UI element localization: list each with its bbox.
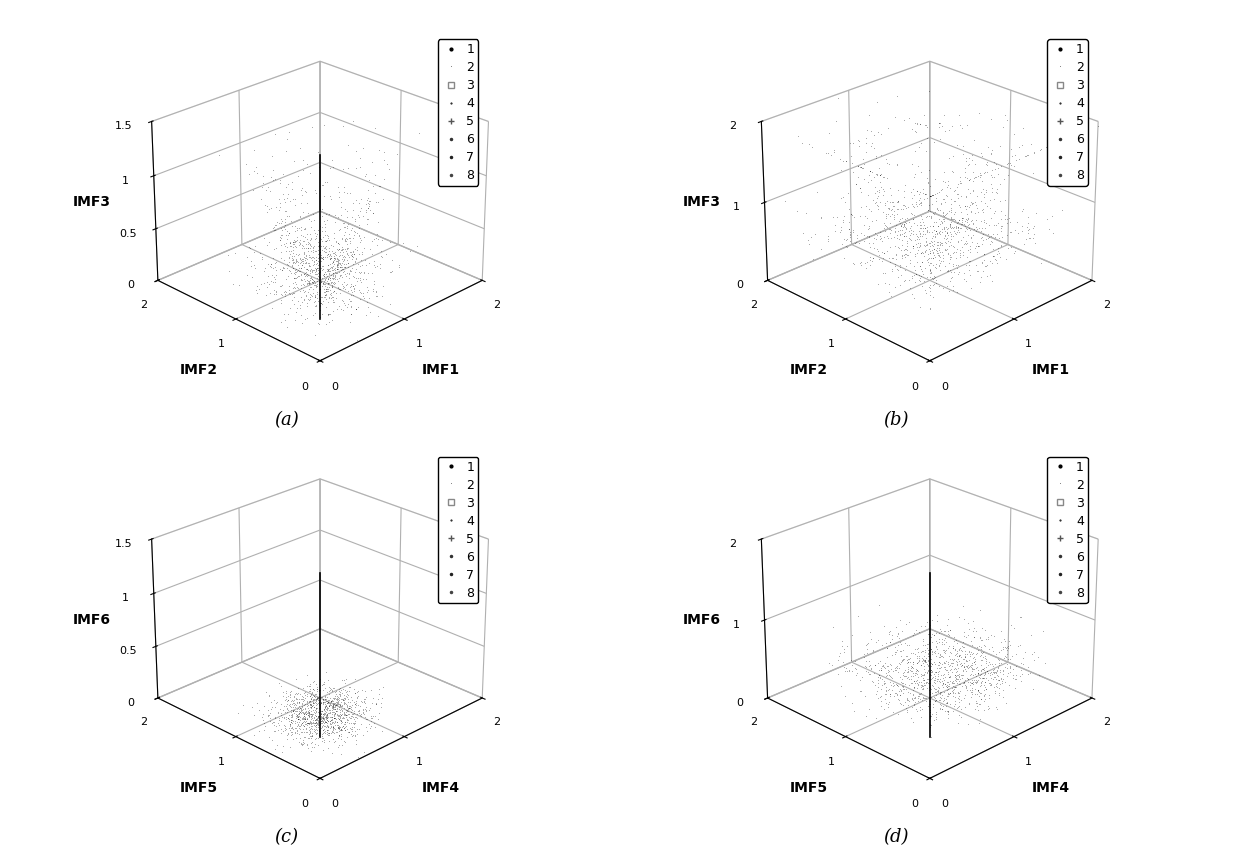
- Text: (b): (b): [883, 411, 909, 429]
- X-axis label: IMF4: IMF4: [1032, 781, 1070, 795]
- Legend: 1, 2, 3, 4, 5, 6, 7, 8: 1, 2, 3, 4, 5, 6, 7, 8: [1048, 39, 1087, 185]
- Legend: 1, 2, 3, 4, 5, 6, 7, 8: 1, 2, 3, 4, 5, 6, 7, 8: [1048, 456, 1087, 603]
- Legend: 1, 2, 3, 4, 5, 6, 7, 8: 1, 2, 3, 4, 5, 6, 7, 8: [438, 456, 479, 603]
- Y-axis label: IMF5: IMF5: [180, 781, 218, 795]
- Y-axis label: IMF2: IMF2: [790, 363, 827, 377]
- Legend: 1, 2, 3, 4, 5, 6, 7, 8: 1, 2, 3, 4, 5, 6, 7, 8: [438, 39, 479, 185]
- Text: (c): (c): [274, 828, 298, 846]
- X-axis label: IMF1: IMF1: [1032, 363, 1070, 377]
- Y-axis label: IMF5: IMF5: [790, 781, 827, 795]
- Text: (a): (a): [274, 411, 299, 429]
- X-axis label: IMF4: IMF4: [422, 781, 460, 795]
- Text: (d): (d): [883, 828, 909, 846]
- Y-axis label: IMF2: IMF2: [180, 363, 218, 377]
- X-axis label: IMF1: IMF1: [422, 363, 460, 377]
